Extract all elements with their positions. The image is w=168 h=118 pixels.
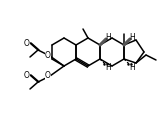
Text: H: H bbox=[129, 32, 135, 42]
Text: H: H bbox=[105, 32, 111, 42]
Text: O: O bbox=[24, 38, 30, 48]
Text: H: H bbox=[129, 63, 135, 72]
Text: O: O bbox=[24, 70, 30, 80]
Text: O: O bbox=[45, 72, 51, 80]
Text: O: O bbox=[45, 51, 51, 61]
Text: H: H bbox=[105, 63, 111, 72]
